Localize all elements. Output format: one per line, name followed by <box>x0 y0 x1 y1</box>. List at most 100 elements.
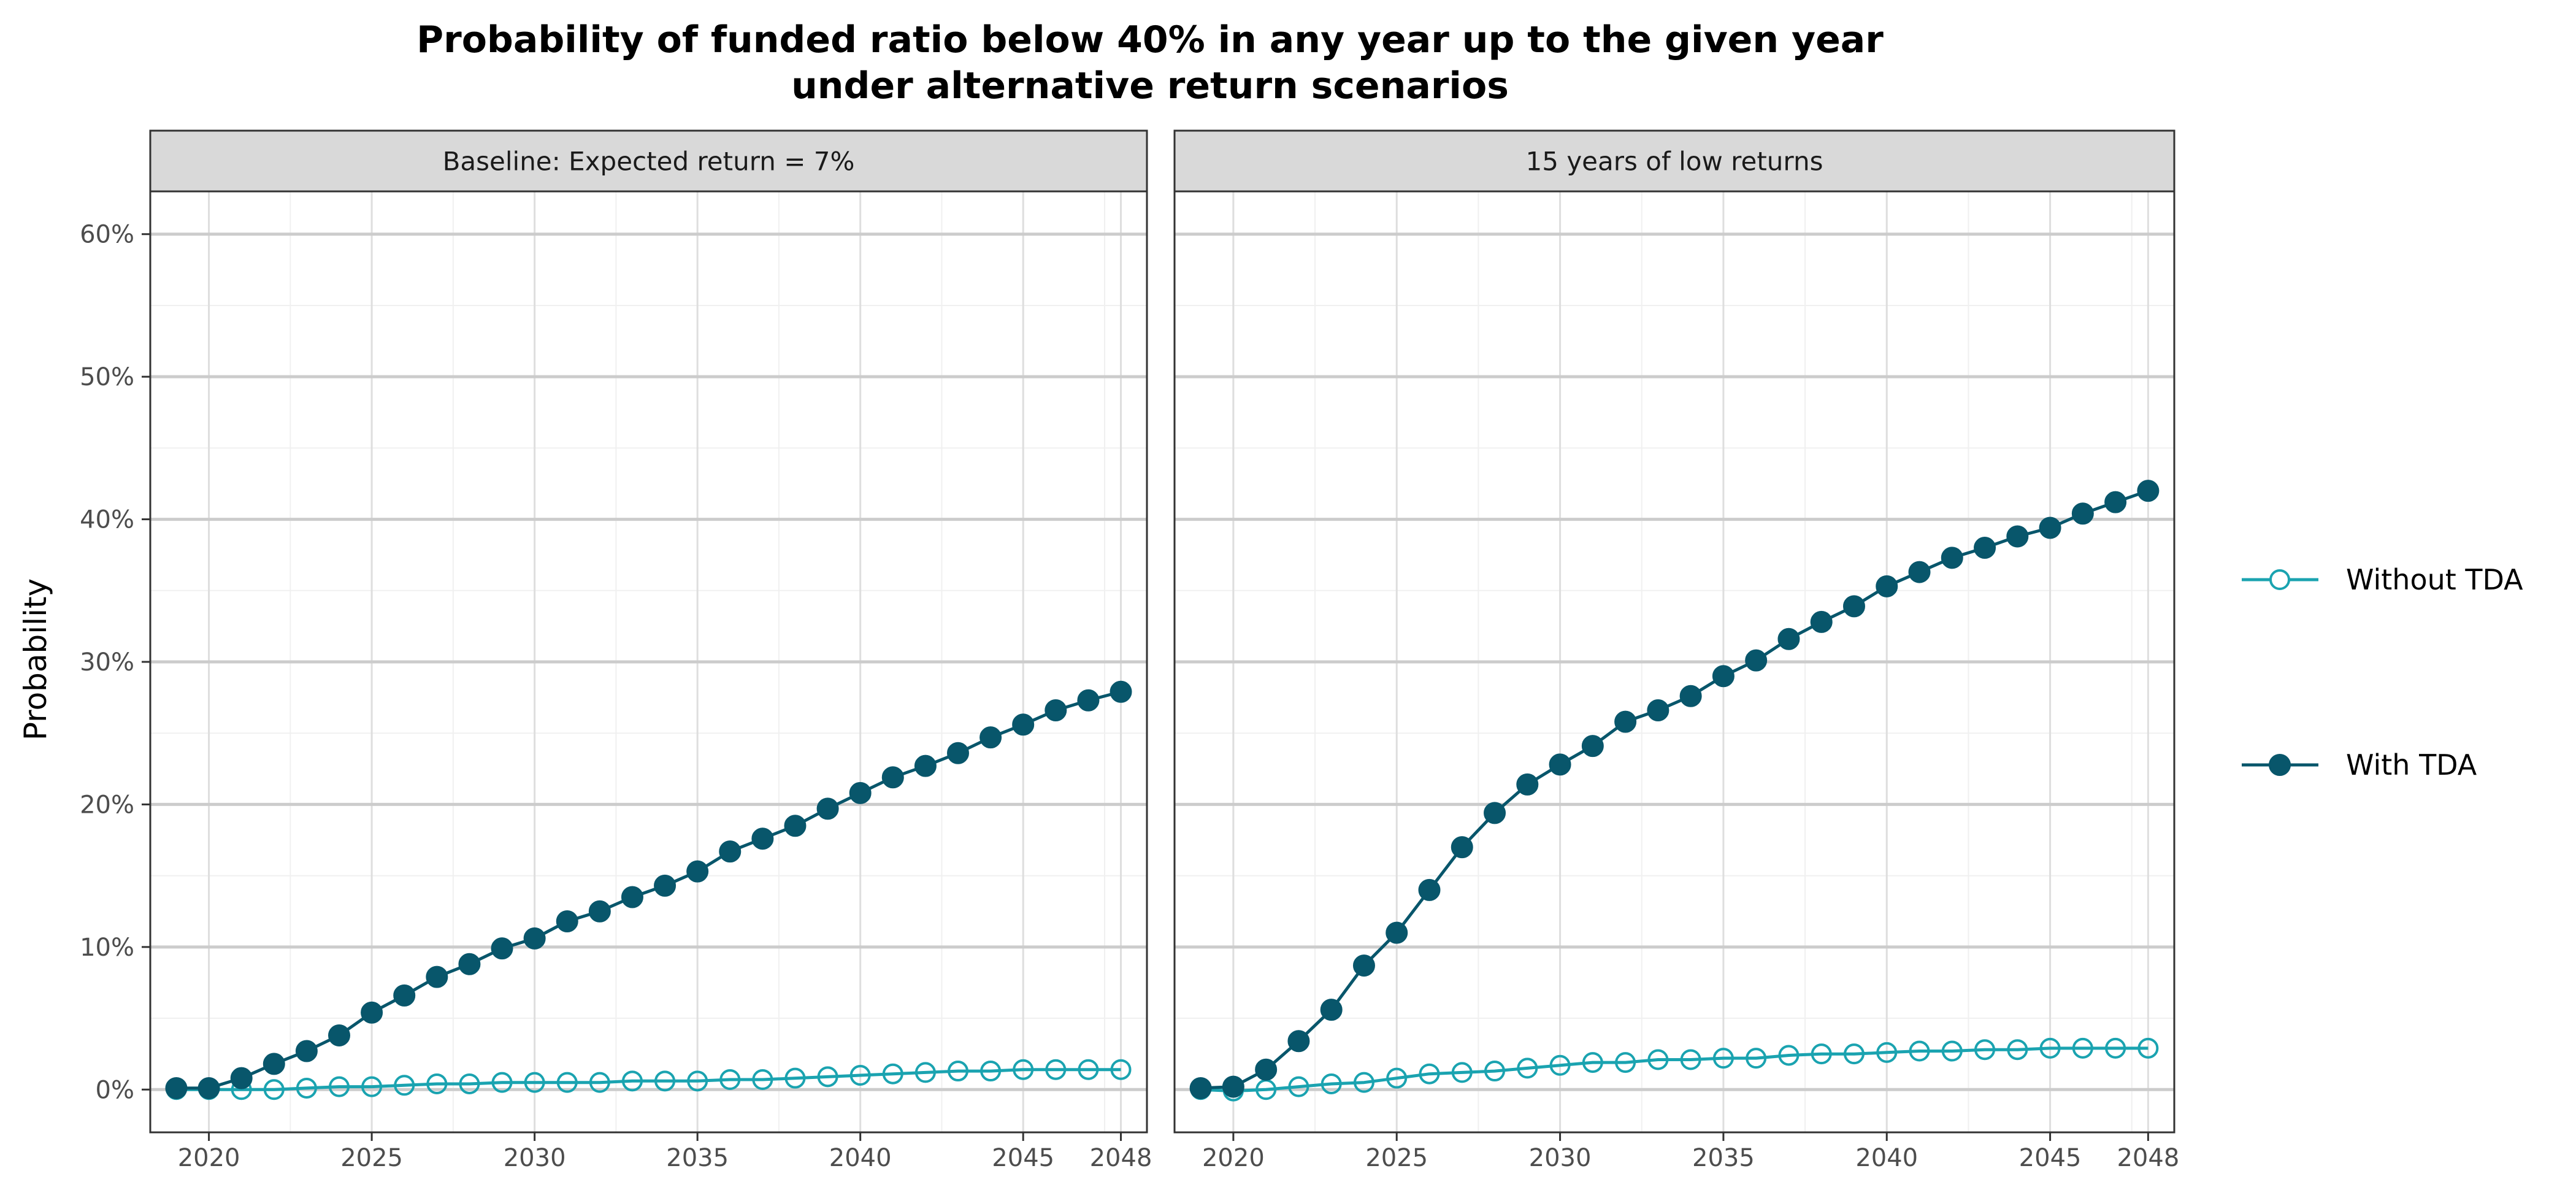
data-point <box>979 726 1002 749</box>
data-point <box>1517 1058 1538 1079</box>
data-point <box>1386 1067 1408 1089</box>
data-point <box>197 1077 220 1099</box>
data-point <box>1909 1040 1930 1062</box>
data-point <box>621 1070 643 1092</box>
data-point <box>263 1079 285 1100</box>
data-point <box>914 754 937 777</box>
data-point <box>849 1065 871 1086</box>
data-point <box>361 1076 383 1097</box>
series-line <box>176 1068 1121 1091</box>
y-tick-label: 30% <box>80 648 134 677</box>
y-tick-label: 10% <box>80 934 134 962</box>
x-tick-label: 2025 <box>340 1144 403 1172</box>
x-tick-label: 2025 <box>1365 1144 1428 1172</box>
data-point <box>2072 1037 2093 1059</box>
data-point <box>1843 1043 1865 1065</box>
data-point <box>556 910 578 933</box>
data-point <box>752 1069 773 1091</box>
data-point <box>2137 480 2160 502</box>
data-point <box>1451 836 1473 859</box>
series-with-tda <box>165 680 1132 1099</box>
data-point <box>2105 1037 2126 1059</box>
y-tick-label: 60% <box>80 221 134 249</box>
data-point <box>1876 1042 1898 1063</box>
data-point <box>1941 1040 1963 1062</box>
data-point <box>817 1066 838 1088</box>
legend: Without TDA With TDA <box>2242 563 2523 781</box>
data-point <box>1418 878 1441 901</box>
panel-2: 15 years of low returns 2020 2025 2030 2035 2… <box>1173 129 2179 1172</box>
data-point <box>1746 1048 1767 1069</box>
data-point <box>2137 1037 2159 1059</box>
x-tick-label: 2040 <box>1855 1144 1918 1172</box>
data-point <box>2007 1039 2028 1061</box>
data-point <box>947 1061 968 1082</box>
data-point <box>1974 1039 1996 1061</box>
data-point <box>524 1072 545 1093</box>
data-point <box>1941 547 1963 569</box>
data-point <box>1484 1061 1506 1082</box>
x-tick-label: 2048 <box>2117 1144 2179 1172</box>
x-tick-label: 2035 <box>1692 1144 1755 1172</box>
panel-strip-label: Baseline: Expected return = 7% <box>443 147 855 177</box>
data-point <box>426 965 448 988</box>
facet-panels: Baseline: Expected return = 7% 2020 2025 20… <box>80 129 2179 1172</box>
data-point <box>1078 1059 1099 1080</box>
data-point <box>491 937 513 960</box>
panel-border <box>1173 190 2175 1134</box>
data-point <box>230 1067 253 1089</box>
data-point <box>980 1061 1002 1082</box>
data-point <box>1647 699 1669 722</box>
data-point <box>1811 1043 1832 1065</box>
data-point <box>1777 628 1800 650</box>
data-point <box>329 1076 350 1097</box>
data-point <box>1680 1049 1701 1070</box>
data-point <box>1045 1059 1067 1080</box>
data-point <box>687 1070 708 1092</box>
data-point <box>1842 595 1865 618</box>
data-point <box>1386 921 1408 944</box>
x-tick-label: 2035 <box>666 1144 729 1172</box>
data-point <box>1110 1059 1132 1080</box>
data-point <box>1581 735 1604 758</box>
data-point <box>1876 575 1898 597</box>
data-point <box>2104 491 2127 513</box>
data-point <box>1222 1075 1244 1098</box>
y-tick-label: 50% <box>80 363 134 391</box>
data-point <box>1614 710 1637 733</box>
legend-key-marker <box>2269 754 2291 776</box>
data-point <box>1778 1045 1800 1066</box>
data-point <box>2071 502 2094 525</box>
data-point <box>1321 1073 1342 1094</box>
x-tick-label: 2045 <box>2019 1144 2082 1172</box>
legend-item-with-tda: With TDA <box>2242 748 2477 781</box>
x-tick-label: 2048 <box>1090 1144 1152 1172</box>
x-tick-label: 2030 <box>504 1144 566 1172</box>
data-point <box>361 1001 383 1024</box>
data-point <box>881 766 904 789</box>
data-point <box>458 953 481 975</box>
data-point <box>2039 1037 2061 1059</box>
data-point <box>394 1075 415 1096</box>
data-point <box>588 900 611 923</box>
data-point <box>1712 665 1735 688</box>
data-point <box>1255 1058 1278 1081</box>
data-point <box>263 1053 285 1075</box>
data-point <box>1352 954 1375 977</box>
legend-item-without-tda: Without TDA <box>2242 563 2523 596</box>
y-tick-label: 20% <box>80 791 134 819</box>
y-axis-title: Probability <box>18 578 53 740</box>
data-point <box>1615 1052 1636 1073</box>
data-point <box>1516 773 1539 796</box>
x-tick-label: 2020 <box>178 1144 240 1172</box>
data-point <box>1679 685 1702 707</box>
panel-strip <box>149 129 1148 193</box>
data-point <box>1549 1054 1571 1076</box>
data-point <box>719 1069 741 1091</box>
data-point <box>426 1073 448 1094</box>
data-point <box>719 840 742 863</box>
data-point <box>459 1073 480 1094</box>
data-point <box>1255 1079 1277 1100</box>
series-line <box>1200 1046 2149 1093</box>
